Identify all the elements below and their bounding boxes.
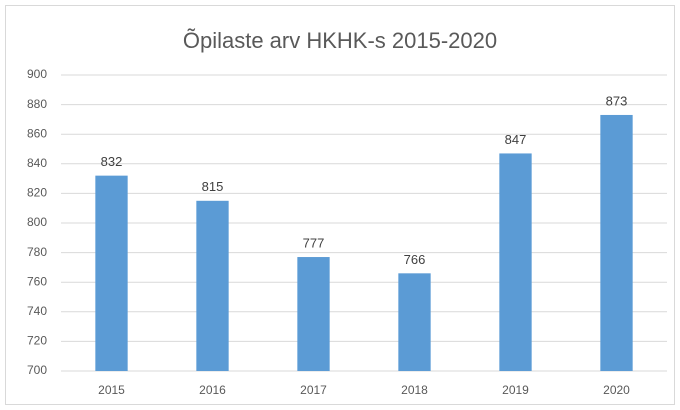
y-tick-label: 820 <box>27 186 47 200</box>
bar <box>398 273 431 371</box>
x-tick-label: 2020 <box>603 383 630 397</box>
data-label: 873 <box>606 93 628 108</box>
x-tick-label: 2018 <box>401 383 428 397</box>
y-tick-label: 700 <box>27 363 47 377</box>
bar <box>297 257 330 371</box>
y-tick-label: 840 <box>27 156 47 170</box>
data-label: 777 <box>303 235 325 250</box>
data-label: 766 <box>404 252 426 267</box>
y-tick-label: 760 <box>27 274 47 288</box>
y-tick-label: 860 <box>27 126 47 140</box>
data-label: 815 <box>202 179 224 194</box>
bar <box>95 175 128 371</box>
bar <box>196 200 229 371</box>
chart-title: Õpilaste arv HKHK-s 2015-2020 <box>183 28 497 53</box>
x-tick-label: 2015 <box>98 383 125 397</box>
x-tick-label: 2016 <box>199 383 226 397</box>
y-tick-label: 800 <box>27 215 47 229</box>
y-tick-label: 740 <box>27 304 47 318</box>
data-label: 832 <box>101 154 123 169</box>
y-tick-label: 780 <box>27 245 47 259</box>
bar <box>499 153 532 371</box>
x-tick-label: 2019 <box>502 383 529 397</box>
bar <box>600 114 633 372</box>
y-tick-label: 880 <box>27 97 47 111</box>
y-tick-label: 720 <box>27 334 47 348</box>
x-tick-label: 2017 <box>300 383 327 397</box>
y-tick-label: 900 <box>27 67 47 81</box>
data-label: 847 <box>505 132 527 147</box>
